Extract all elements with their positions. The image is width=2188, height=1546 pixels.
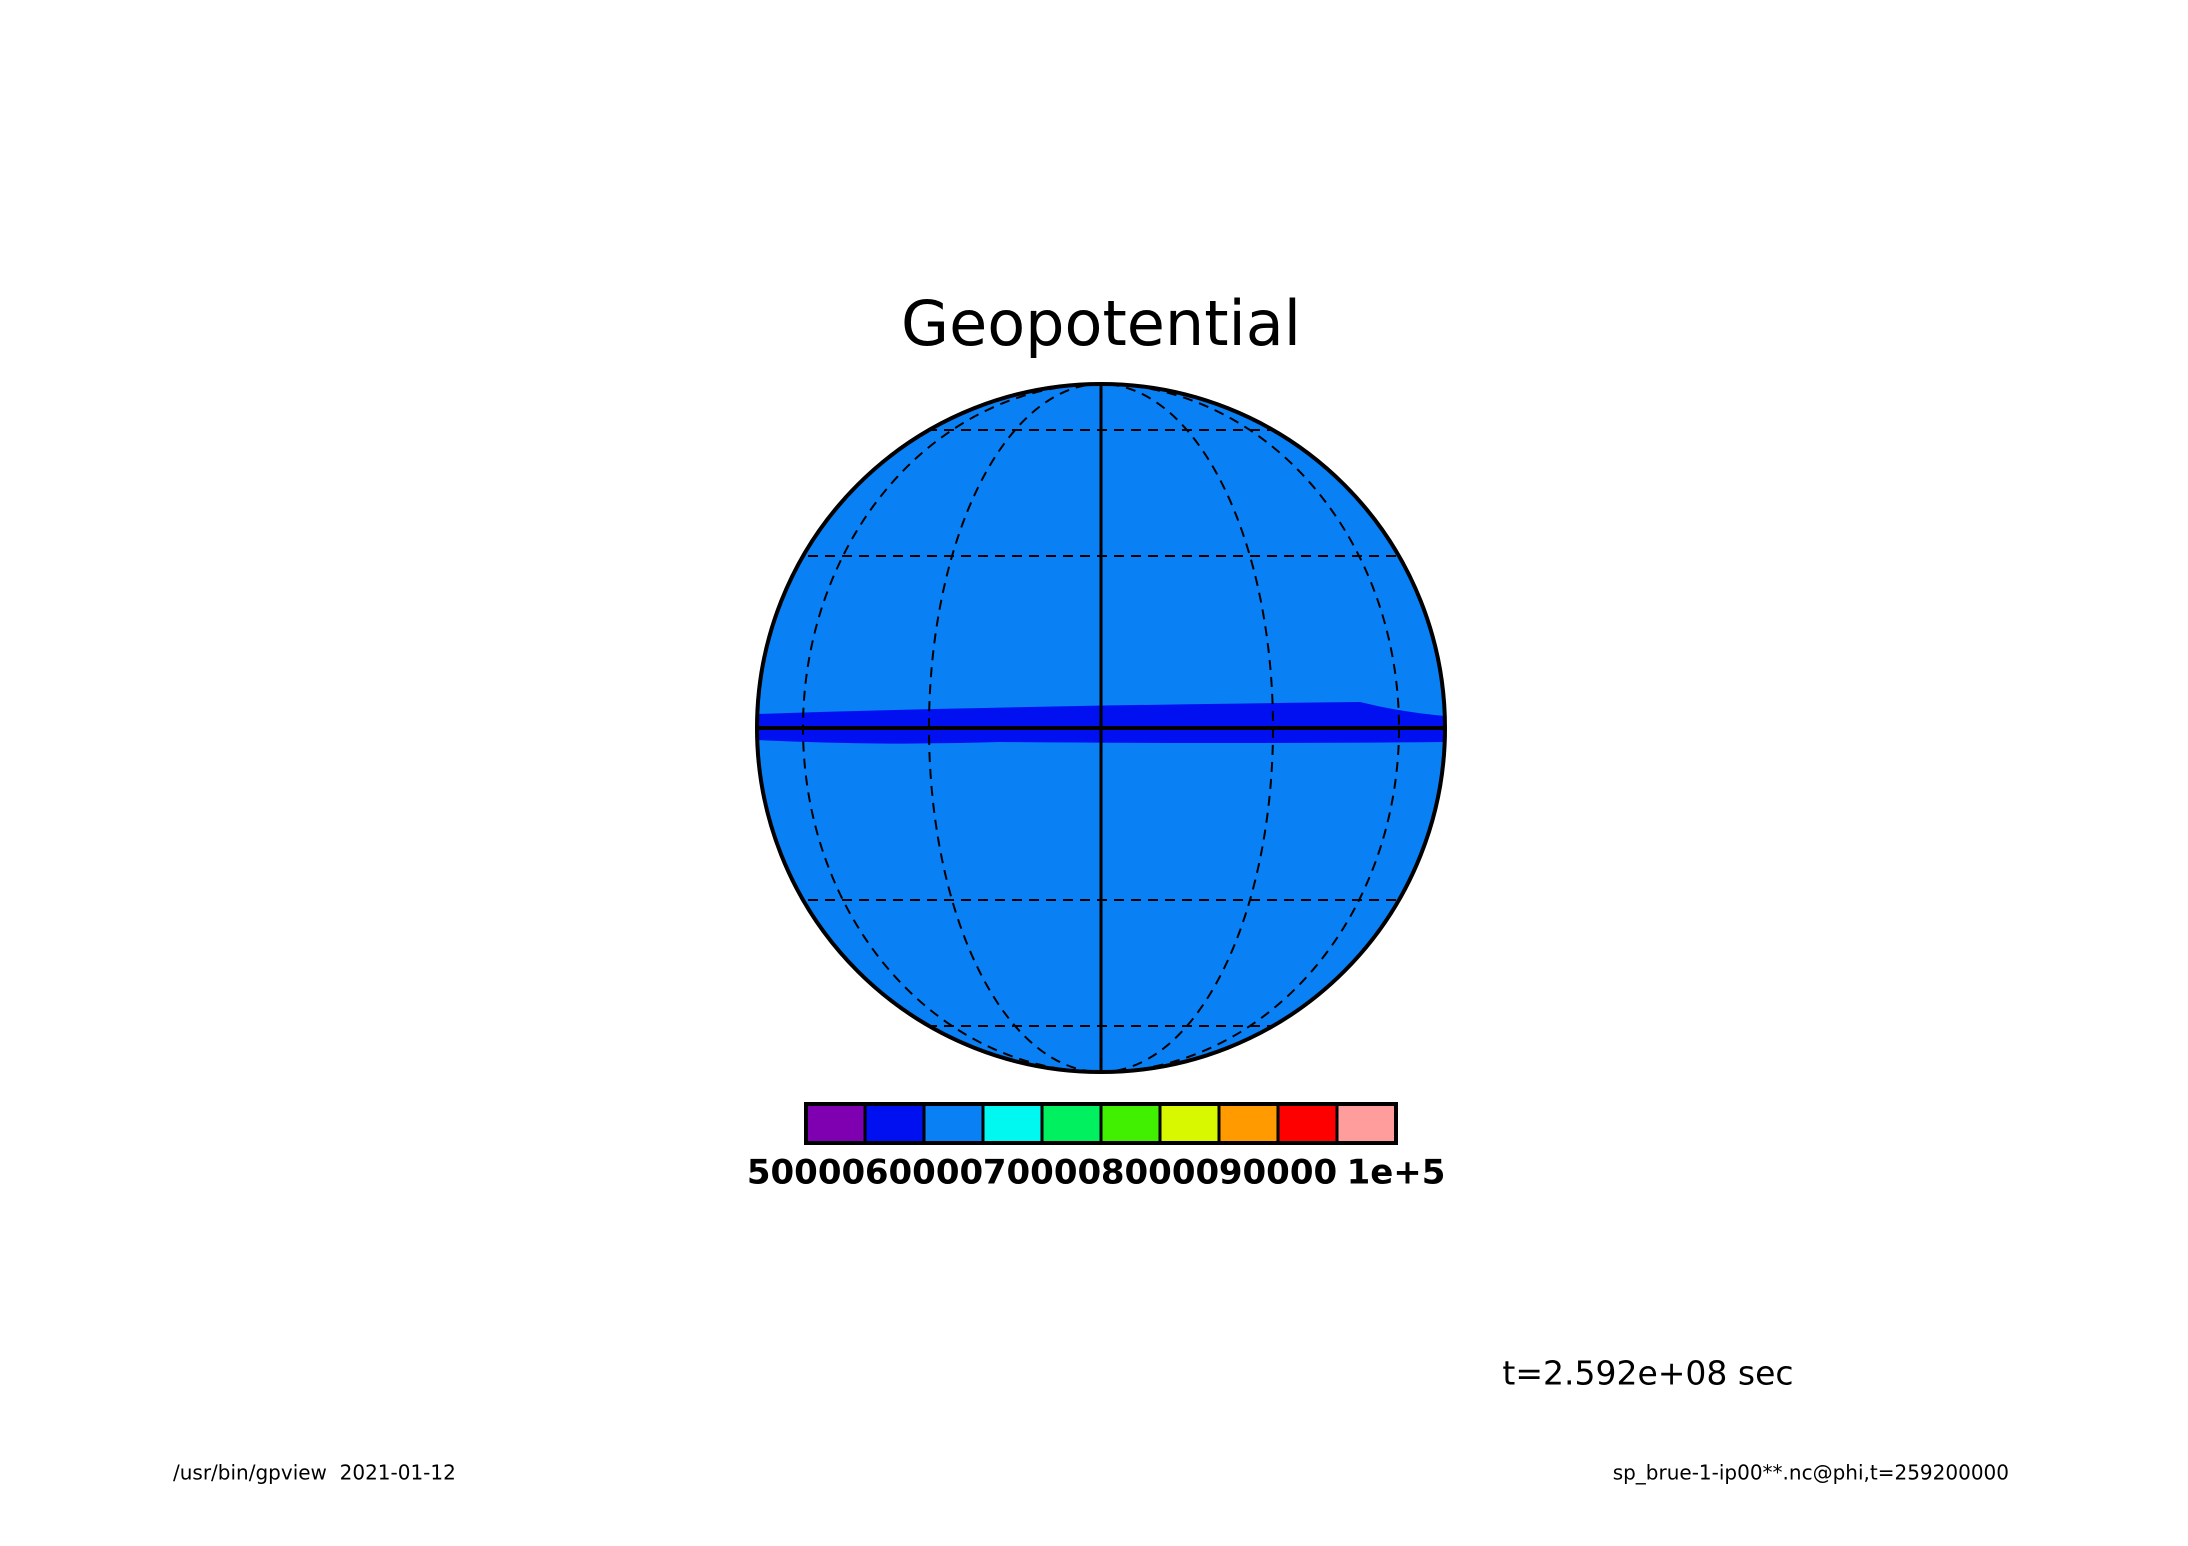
colorbar-box	[1217, 1102, 1280, 1145]
colorbar-box	[1335, 1102, 1398, 1145]
globe-outline	[755, 382, 1447, 1074]
colorbar-tick-label: 50000	[747, 1153, 865, 1193]
colorbar-tick-label: 90000	[1219, 1153, 1337, 1193]
footer-right: sp_brue-1-ip00**.nc@phi,t=259200000	[1613, 1461, 2009, 1485]
colorbar-box	[1099, 1102, 1162, 1145]
colorbar-tick-label: 60000	[865, 1153, 983, 1193]
colorbar-box	[804, 1102, 867, 1145]
colorbar-box	[1276, 1102, 1339, 1145]
colorbar-box	[1158, 1102, 1221, 1145]
colorbar-box	[922, 1102, 985, 1145]
colorbar-box	[863, 1102, 926, 1145]
colorbar-tick-label: 1e+5	[1347, 1153, 1446, 1193]
colorbar-tick-label: 70000	[983, 1153, 1101, 1193]
colorbar-box	[981, 1102, 1044, 1145]
colorbar: 50000 60000 70000 80000 90000 1e+5	[747, 1102, 1446, 1193]
chart-title: Geopotential	[901, 287, 1301, 360]
colorbar-tick-label: 80000	[1101, 1153, 1219, 1193]
time-label: t=2.592e+08 sec	[1502, 1354, 1793, 1393]
colorbar-box	[1040, 1102, 1103, 1145]
colorbar-frame	[804, 1102, 1398, 1145]
footer-left: /usr/bin/gpview 2021-01-12	[173, 1461, 456, 1485]
